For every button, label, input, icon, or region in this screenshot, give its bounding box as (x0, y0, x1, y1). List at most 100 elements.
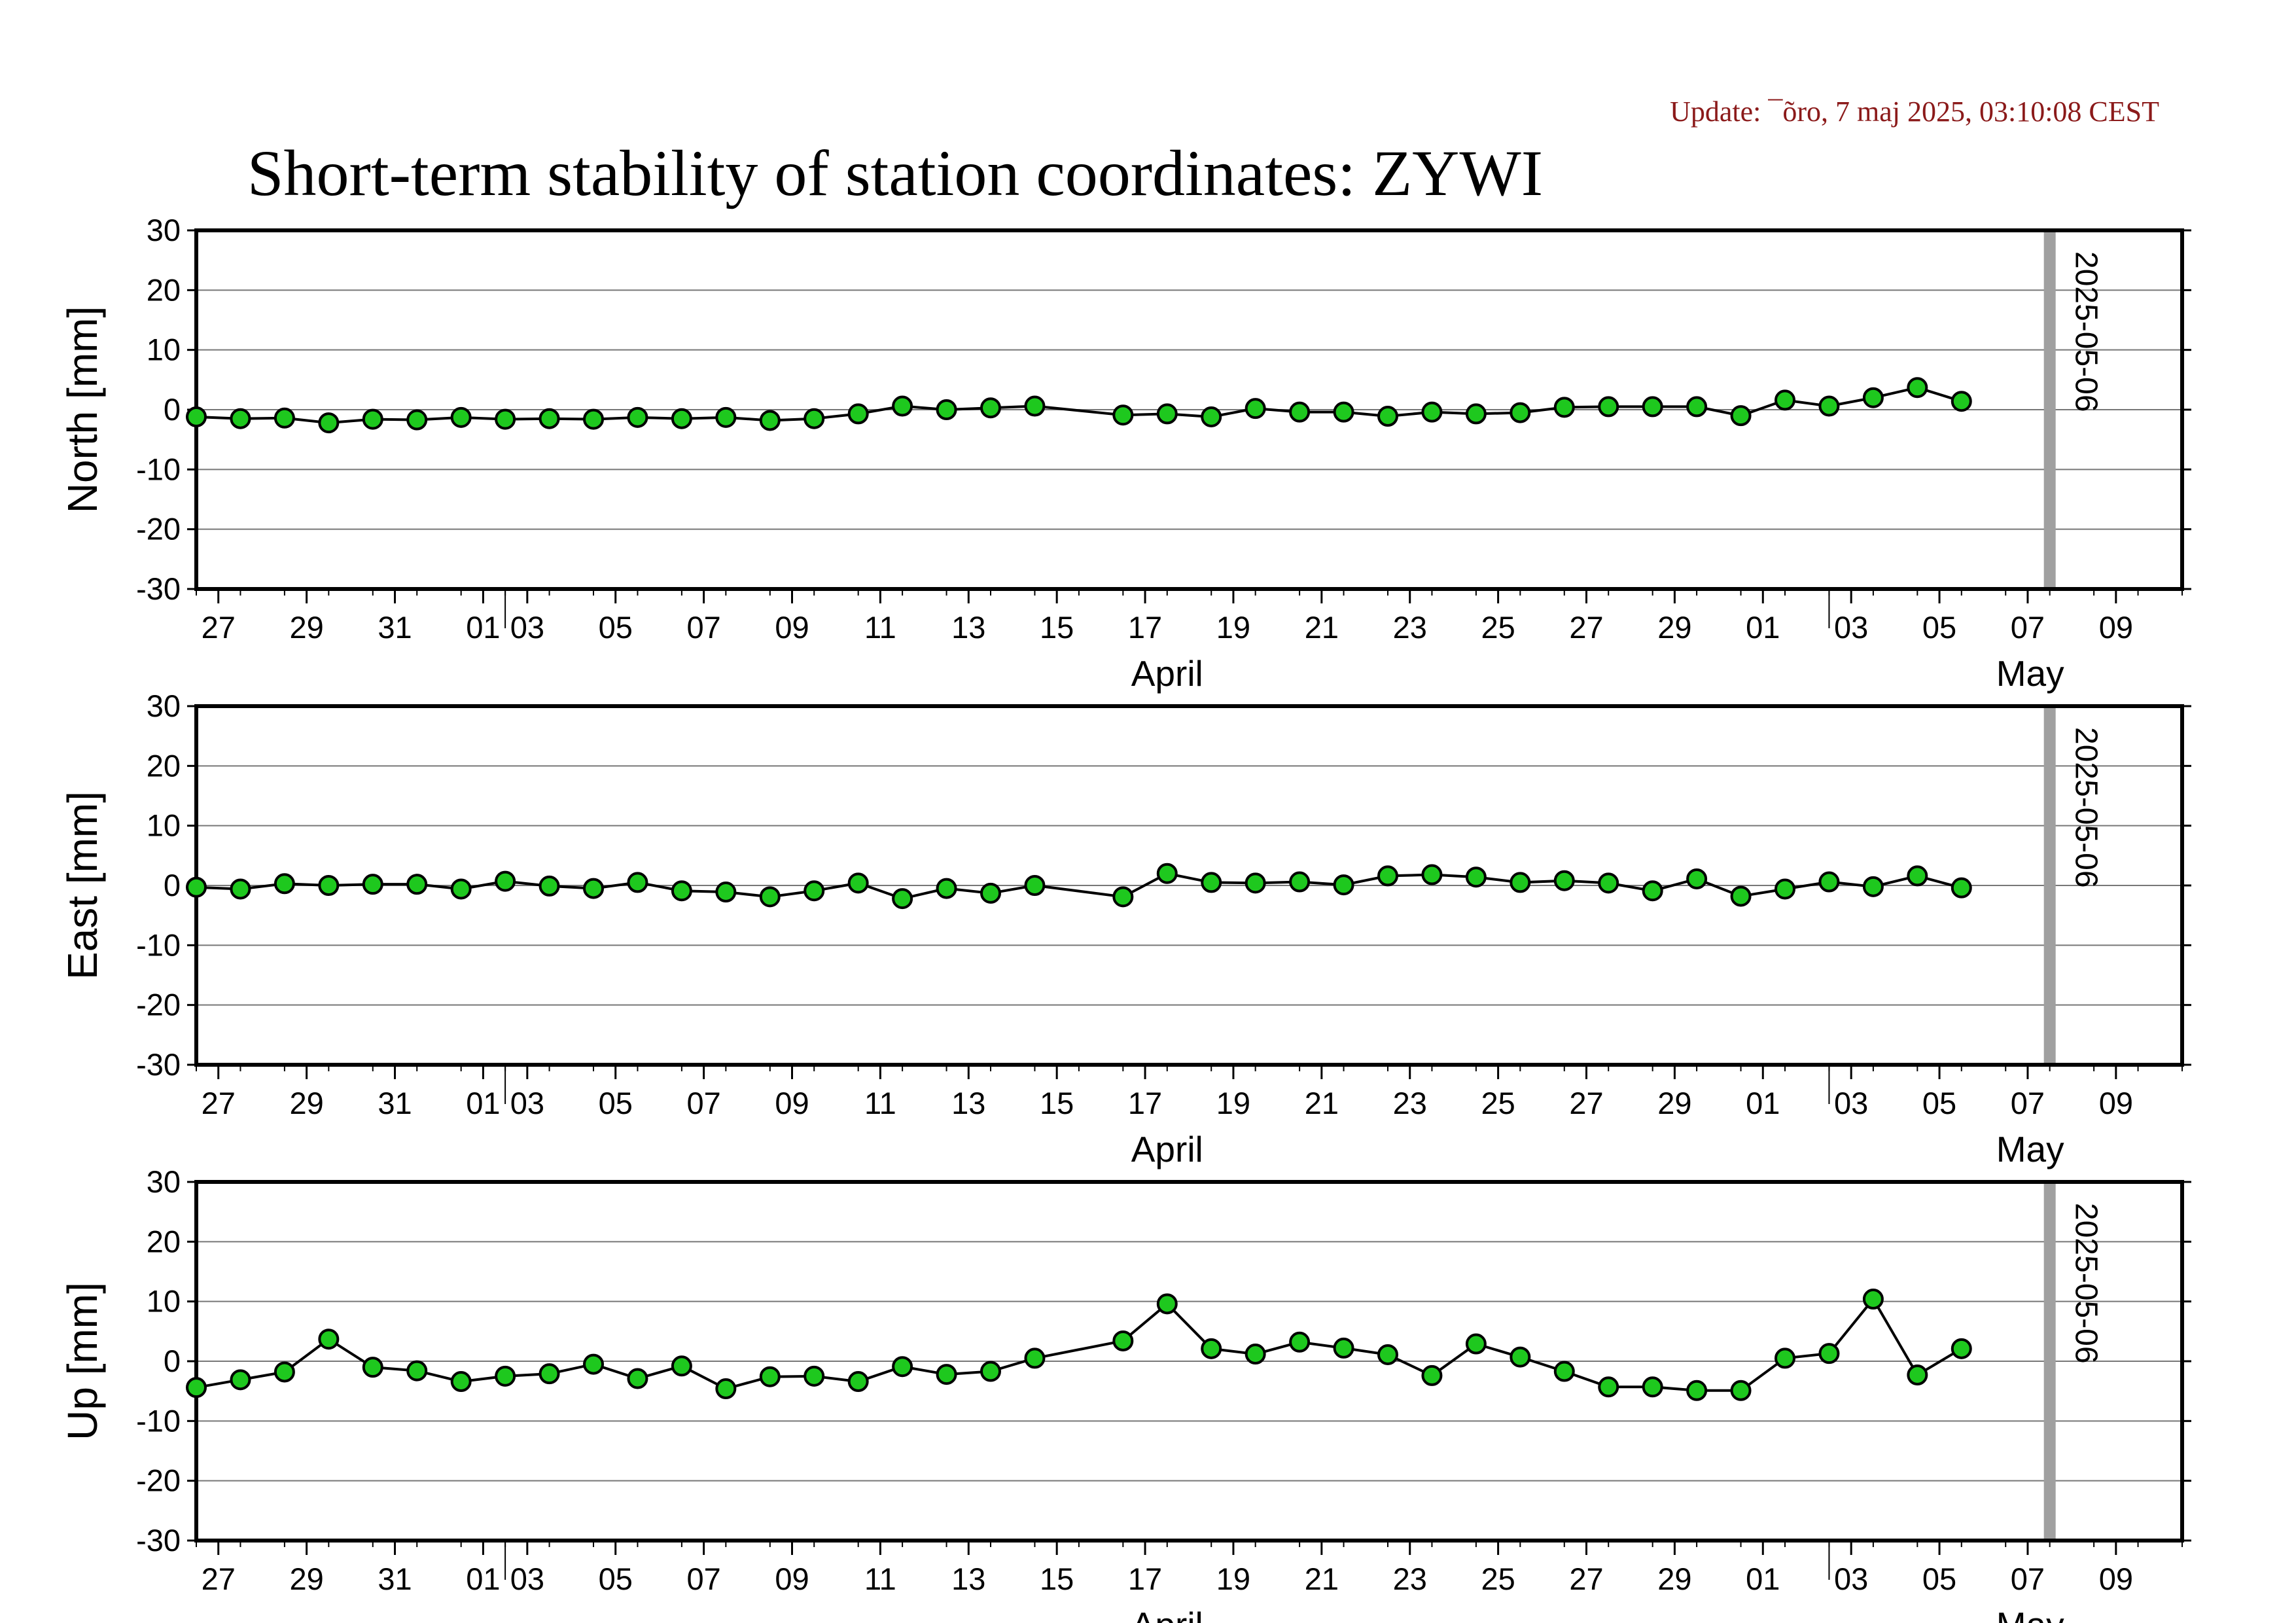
data-point (1201, 872, 1222, 893)
data-point (936, 399, 957, 420)
data-point (980, 397, 1001, 419)
data-point (1553, 1361, 1575, 1382)
y-tick-label: 10 (147, 1284, 181, 1319)
y-tick-label: -10 (136, 1403, 181, 1438)
data-point (1465, 403, 1487, 425)
data-point (362, 1357, 383, 1378)
data-point (1156, 1293, 1178, 1315)
x-tick-label: 19 (1216, 1086, 1250, 1120)
data-point (1818, 871, 1840, 893)
data-point (1421, 864, 1443, 885)
y-tick-label: -30 (136, 571, 181, 606)
data-point (1862, 1289, 1884, 1310)
y-tick-label: 10 (147, 808, 181, 843)
data-point (318, 1329, 340, 1350)
series-line (196, 386, 1962, 425)
data-point (230, 1369, 251, 1391)
y-axis-label: Up [mm] (59, 1282, 106, 1440)
x-tick-label: 11 (864, 610, 896, 645)
x-tick-label: 09 (2099, 610, 2133, 645)
x-tick-label: 09 (775, 1086, 809, 1120)
y-tick-label: 20 (147, 1224, 181, 1258)
x-tick-label: 05 (1922, 610, 1956, 645)
x-tick-label: 23 (1393, 1086, 1427, 1120)
x-tick-label: 01 (1746, 610, 1780, 645)
x-tick-label: 07 (686, 610, 720, 645)
data-point (1245, 1344, 1266, 1365)
data-point (759, 1366, 781, 1387)
data-point (362, 408, 383, 430)
data-point (450, 406, 472, 428)
data-point (1465, 1333, 1487, 1355)
data-point (1024, 1347, 1046, 1369)
data-point (1775, 1347, 1795, 1369)
data-point (583, 1353, 604, 1375)
data-point (318, 875, 340, 896)
data-point (539, 408, 560, 429)
data-point (1818, 1343, 1840, 1364)
x-tick-label: 07 (686, 1086, 720, 1120)
data-point (1112, 404, 1134, 426)
x-tick-label: 27 (1569, 610, 1603, 645)
data-point (1730, 1380, 1752, 1401)
data-point (1024, 395, 1046, 417)
panels-container: 2025-05-06 30 20 10 0 -10 -20 -30 27 29 31 01 03 05 07… (59, 213, 2191, 1623)
data-point (230, 878, 251, 900)
month-label-may: May (1996, 1129, 2064, 1169)
x-tick-label: 27 (202, 1561, 236, 1596)
data-point (1951, 1338, 1972, 1359)
data-point (1553, 870, 1575, 891)
x-tick-label: 31 (378, 610, 412, 645)
data-point (1333, 401, 1354, 423)
data-point (1156, 403, 1178, 425)
x-tick-label: 25 (1481, 610, 1515, 645)
x-tick-label: 09 (2099, 1561, 2133, 1596)
x-tick-label: 29 (289, 1086, 323, 1120)
data-point (495, 1365, 516, 1387)
x-tick-label: 07 (2011, 610, 2045, 645)
x-tick-label: 23 (1393, 610, 1427, 645)
date-marker-band (2043, 1182, 2056, 1541)
data-point (1730, 405, 1752, 427)
data-point (539, 875, 560, 897)
x-tick-label: 29 (289, 1561, 323, 1596)
x-tick-label: 31 (378, 1561, 412, 1596)
data-point (1951, 391, 1972, 412)
data-point (1642, 1376, 1663, 1398)
data-point (847, 1371, 869, 1393)
y-tick-label: 0 (164, 392, 181, 427)
data-point (936, 878, 957, 899)
data-point (936, 1364, 957, 1385)
y-tick-label: -20 (136, 988, 181, 1022)
x-tick-label: 13 (951, 610, 985, 645)
data-point (1112, 886, 1134, 908)
x-tick-label: 03 (510, 1561, 544, 1596)
data-point (1245, 398, 1266, 419)
x-tick-label: 27 (1569, 1561, 1603, 1596)
y-tick-label: -30 (136, 1047, 181, 1082)
data-point (980, 882, 1001, 904)
x-tick-label: 29 (1657, 1086, 1691, 1120)
data-point (362, 874, 383, 895)
month-label-may: May (1996, 1605, 2064, 1623)
x-tick-label: 13 (951, 1086, 985, 1120)
x-tick-label: 07 (686, 1561, 720, 1596)
data-point (847, 872, 869, 894)
data-point (892, 395, 913, 417)
x-tick-label: 03 (510, 610, 544, 645)
x-tick-label: 25 (1481, 1561, 1515, 1596)
y-tick-label: -10 (136, 927, 181, 962)
data-point (1907, 377, 1928, 399)
data-point (450, 878, 472, 900)
data-point (406, 1360, 428, 1382)
data-point (1510, 872, 1531, 893)
data-point (1510, 1346, 1531, 1368)
data-point (186, 1377, 207, 1399)
data-point (1686, 396, 1708, 418)
data-point (1289, 1331, 1311, 1353)
data-point (186, 406, 207, 427)
x-tick-label: 05 (1922, 1561, 1956, 1596)
x-tick-label: 27 (1569, 1086, 1603, 1120)
data-point (804, 1365, 825, 1387)
data-point (1775, 389, 1795, 411)
